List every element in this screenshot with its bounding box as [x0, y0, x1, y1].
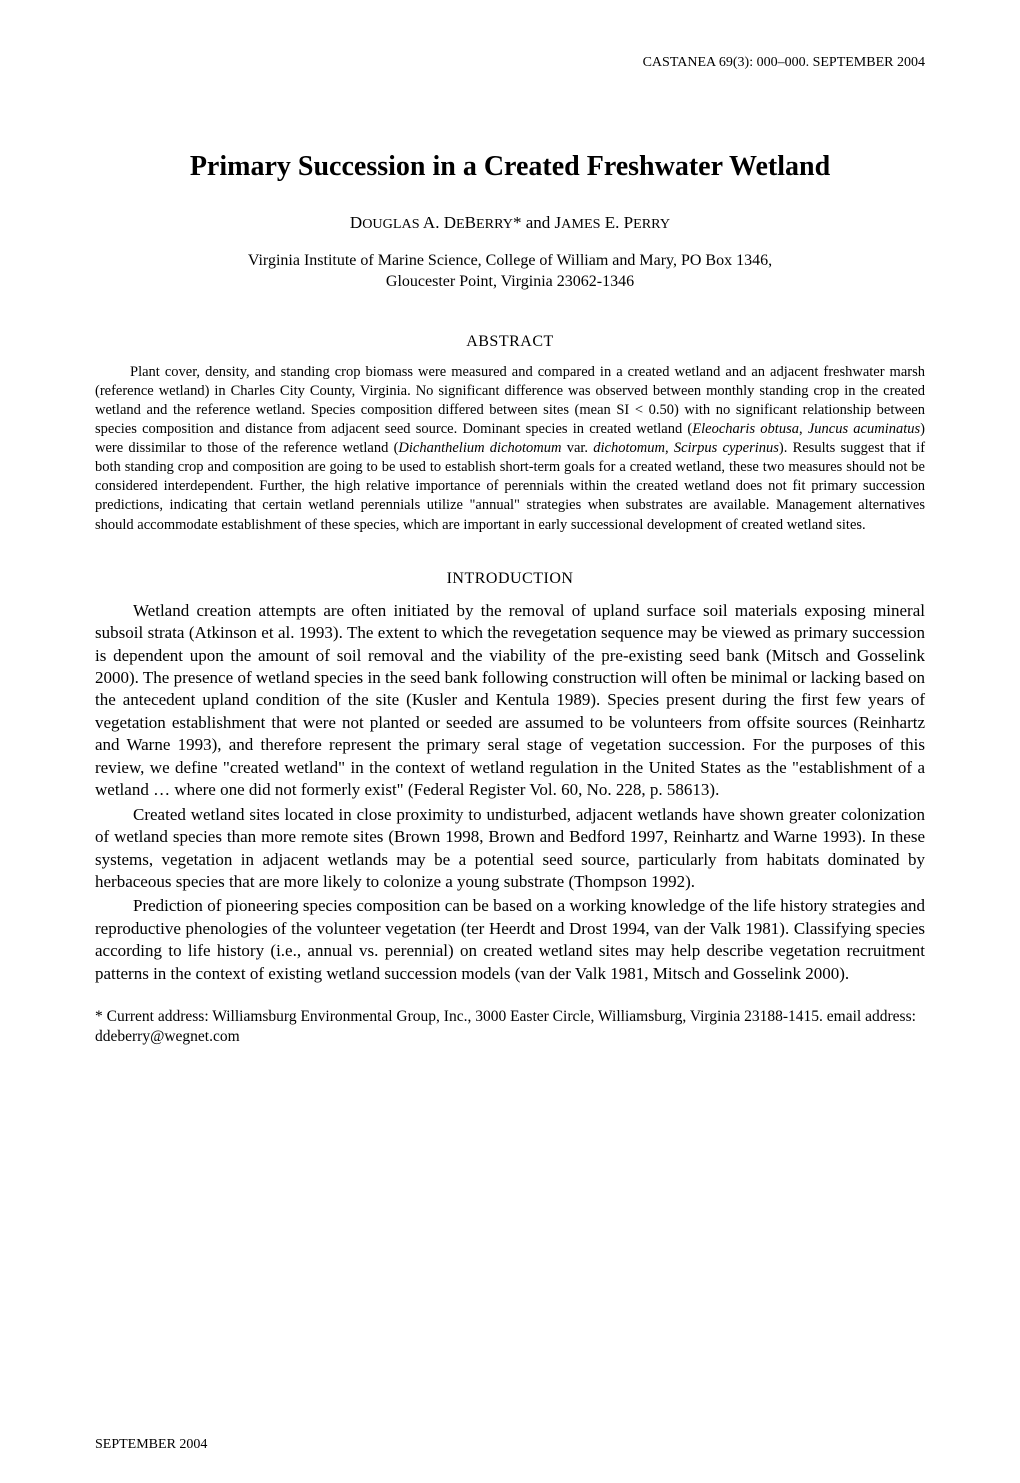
- intro-paragraph-text: Wetland creation attempts are often init…: [95, 601, 925, 800]
- intro-paragraph-text: Created wetland sites located in close p…: [95, 805, 925, 891]
- intro-paragraph: Created wetland sites located in close p…: [95, 804, 925, 894]
- author-footnote: * Current address: Williamsburg Environm…: [95, 1007, 925, 1047]
- intro-paragraph: Prediction of pioneering species composi…: [95, 895, 925, 985]
- page-footer: SEPTEMBER 2004: [95, 1437, 207, 1453]
- journal-header: CASTANEA 69(3): 000–000. SEPTEMBER 2004: [95, 55, 925, 71]
- author-affiliation: Virginia Institute of Marine Science, Co…: [95, 251, 925, 293]
- introduction-body: Wetland creation attempts are often init…: [95, 600, 925, 985]
- intro-paragraph: Wetland creation attempts are often init…: [95, 600, 925, 802]
- authors: DOUGLAS A. DEBERRY* and JAMES E. PERRY: [95, 213, 925, 233]
- abstract-heading: ABSTRACT: [95, 333, 925, 351]
- introduction-heading: INTRODUCTION: [95, 570, 925, 588]
- article-title: Primary Succession in a Created Freshwat…: [95, 151, 925, 183]
- abstract-text: Plant cover, density, and standing crop …: [95, 363, 925, 535]
- intro-paragraph-text: Prediction of pioneering species composi…: [95, 896, 925, 982]
- abstract-content: Plant cover, density, and standing crop …: [95, 364, 925, 533]
- affiliation-line-1: Virginia Institute of Marine Science, Co…: [248, 252, 772, 269]
- affiliation-line-2: Gloucester Point, Virginia 23062-1346: [386, 273, 634, 290]
